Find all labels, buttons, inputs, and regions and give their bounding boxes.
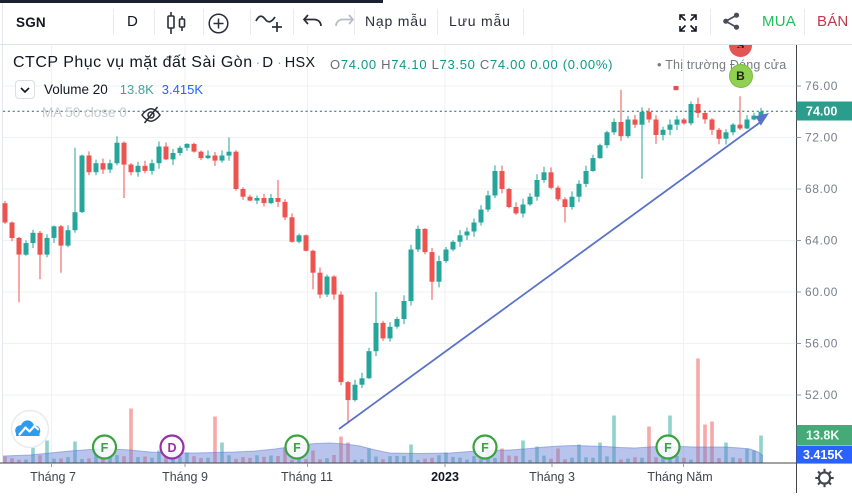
svg-text:64.00: 64.00 [805,234,838,248]
svg-text:D: D [167,441,176,455]
svg-text:3.415K: 3.415K [803,448,843,462]
svg-text:74.00: 74.00 [806,105,837,119]
svg-text:F: F [481,441,489,455]
svg-text:56.00: 56.00 [805,337,838,351]
svg-text:60.00: 60.00 [805,285,838,299]
svg-text:13.8K: 13.8K [806,429,839,443]
svg-text:F: F [101,441,109,455]
svg-text:68.00: 68.00 [805,182,838,196]
svg-text:76.00: 76.00 [805,79,838,93]
svg-text:72.00: 72.00 [805,131,838,145]
svg-text:F: F [664,441,672,455]
svg-text:52.00: 52.00 [805,388,838,402]
svg-text:F: F [293,441,301,455]
